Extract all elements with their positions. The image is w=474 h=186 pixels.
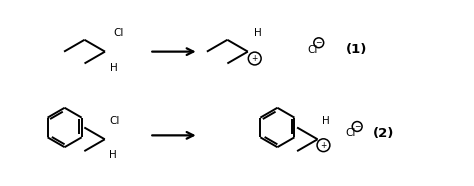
Text: Cl: Cl bbox=[113, 28, 123, 38]
Text: −: − bbox=[316, 38, 322, 47]
Text: +: + bbox=[252, 54, 258, 63]
Text: Cl: Cl bbox=[109, 116, 120, 126]
Text: H: H bbox=[322, 116, 330, 126]
Text: Cl: Cl bbox=[307, 45, 317, 55]
Text: Cl: Cl bbox=[346, 128, 356, 138]
Text: −: − bbox=[354, 122, 360, 131]
Text: H: H bbox=[110, 63, 118, 73]
Text: +: + bbox=[320, 141, 327, 150]
Text: H: H bbox=[109, 150, 117, 160]
Text: (1): (1) bbox=[346, 43, 368, 56]
Text: H: H bbox=[254, 28, 262, 38]
Text: (2): (2) bbox=[373, 127, 394, 140]
